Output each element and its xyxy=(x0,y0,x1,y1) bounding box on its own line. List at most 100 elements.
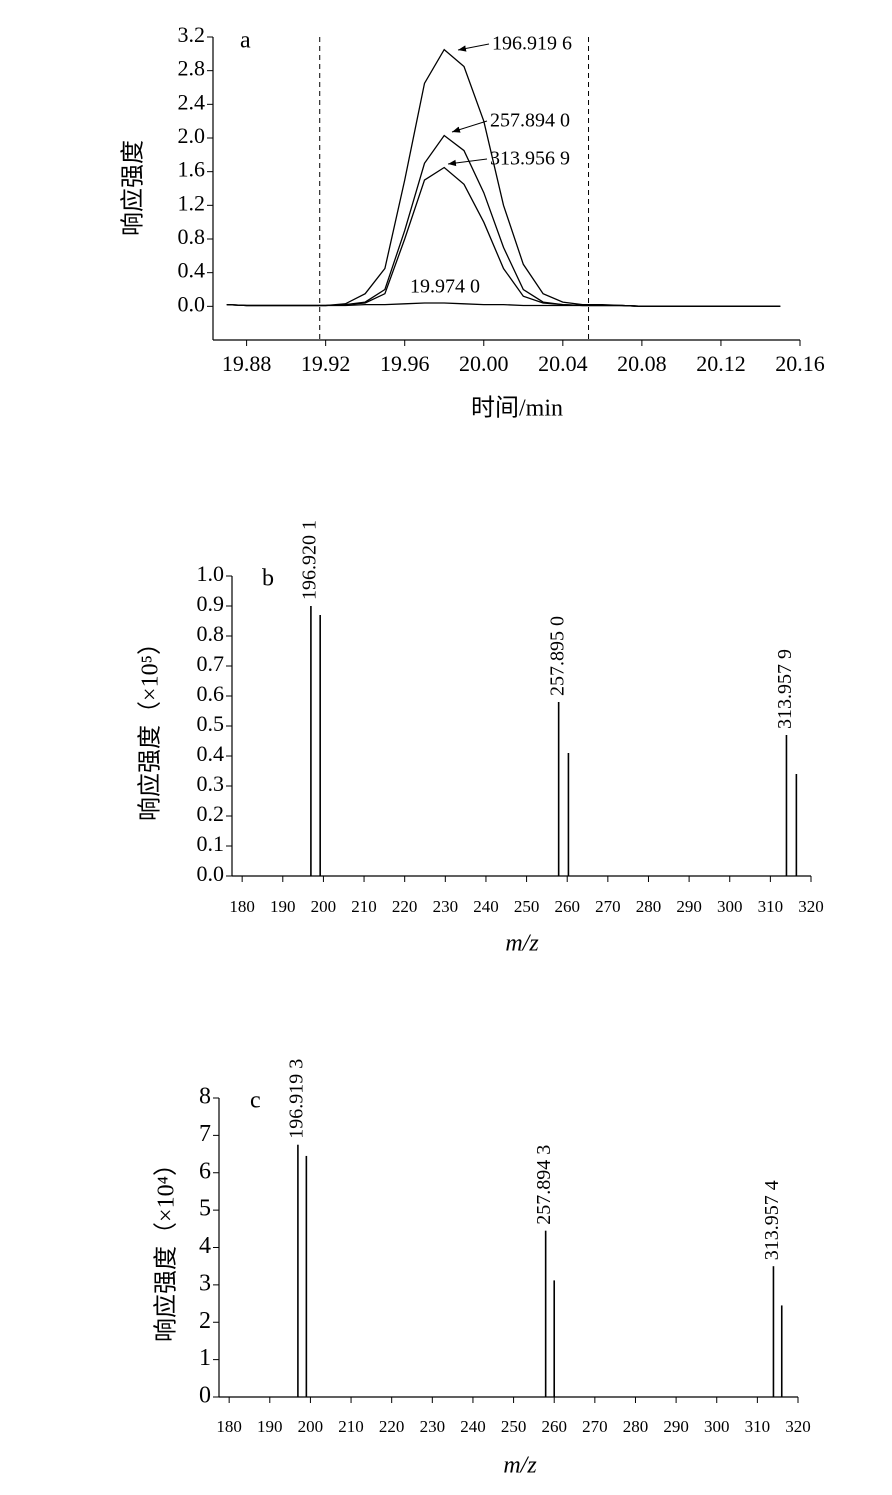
panel-label: b xyxy=(262,566,274,592)
y-tick-label: 0.0 xyxy=(197,861,225,886)
series-label: 313.956 9 xyxy=(490,148,570,170)
peak-label: 313.957 4 xyxy=(761,1180,783,1260)
peak-label: 196.920 1 xyxy=(299,520,321,600)
peak-bar xyxy=(305,1155,308,1397)
x-tick-label: 300 xyxy=(704,1417,730,1436)
x-tick-label: 320 xyxy=(785,1417,811,1436)
y-tick-label: 0.8 xyxy=(178,224,206,249)
y-tick-label: 0.5 xyxy=(197,711,225,736)
x-tick-label: 20.16 xyxy=(775,351,825,376)
y-axis-label: 响应强度（×10⁵） xyxy=(137,631,164,821)
x-tick-label: 200 xyxy=(311,897,337,916)
x-tick-label: 200 xyxy=(298,1417,324,1436)
y-tick-label: 1 xyxy=(199,1345,211,1371)
peak-bar xyxy=(780,1305,783,1397)
x-tick-label: 280 xyxy=(636,897,662,916)
peak-bar xyxy=(795,774,798,876)
series-line xyxy=(226,166,781,307)
series-line xyxy=(226,302,781,307)
x-tick-label: 230 xyxy=(433,897,459,916)
x-tick-label: 310 xyxy=(758,897,784,916)
y-tick-label: 5 xyxy=(199,1196,211,1222)
x-tick-label: 210 xyxy=(338,1417,364,1436)
x-tick-label: 20.00 xyxy=(459,351,509,376)
y-tick-label: 2.8 xyxy=(178,56,206,81)
y-tick-label: 3.2 xyxy=(178,22,206,47)
x-tick-label: 230 xyxy=(420,1417,446,1436)
x-tick-label: 180 xyxy=(229,897,255,916)
label-arrow xyxy=(447,158,488,167)
y-tick-label: 0.0 xyxy=(178,291,206,316)
x-tick-label: 19.88 xyxy=(222,351,272,376)
x-tick-label: 20.08 xyxy=(617,351,667,376)
x-tick-label: 240 xyxy=(460,1417,486,1436)
x-tick-label: 210 xyxy=(351,897,377,916)
panel-label: c xyxy=(250,1088,261,1114)
x-axis-label: m/z xyxy=(503,1453,537,1479)
peak-bar xyxy=(319,615,321,876)
x-tick-label: 190 xyxy=(270,897,296,916)
y-tick-label: 0.1 xyxy=(197,831,225,856)
peak-bar xyxy=(297,1144,299,1397)
peak-label: 196.919 3 xyxy=(285,1059,307,1139)
x-tick-label: 20.12 xyxy=(696,351,746,376)
y-axis-label: 响应强度（×10⁴） xyxy=(153,1152,180,1342)
y-tick-label: 0.3 xyxy=(197,771,225,796)
y-tick-label: 0.7 xyxy=(197,651,225,676)
y-tick-label: 0.4 xyxy=(197,741,225,766)
x-tick-label: 20.04 xyxy=(538,351,588,376)
y-tick-label: 7 xyxy=(199,1121,211,1147)
series-label: 196.919 6 xyxy=(492,33,572,55)
y-tick-label: 1.2 xyxy=(178,190,206,215)
x-tick-label: 280 xyxy=(623,1417,649,1436)
x-tick-label: 300 xyxy=(717,897,743,916)
x-tick-label: 260 xyxy=(541,1417,567,1436)
x-tick-label: 290 xyxy=(663,1417,689,1436)
y-tick-label: 0 xyxy=(199,1383,211,1409)
x-tick-label: 190 xyxy=(257,1417,283,1436)
x-tick-label: 260 xyxy=(554,897,580,916)
y-tick-label: 1.6 xyxy=(178,157,206,182)
y-tick-label: 3 xyxy=(199,1270,211,1296)
x-axis-label: m/z xyxy=(505,931,539,957)
x-axis-label: 时间/min xyxy=(471,395,563,422)
y-tick-label: 0.9 xyxy=(197,591,225,616)
peak-bar xyxy=(557,702,560,876)
label-arrow xyxy=(457,43,490,52)
x-tick-label: 270 xyxy=(595,897,621,916)
y-tick-label: 0.4 xyxy=(178,258,206,283)
peak-bar xyxy=(785,735,788,876)
x-tick-label: 220 xyxy=(379,1417,405,1436)
y-tick-label: 2.0 xyxy=(178,123,206,148)
y-tick-label: 4 xyxy=(199,1233,211,1259)
y-tick-label: 2.4 xyxy=(178,89,206,114)
peak-bar xyxy=(310,606,312,876)
label-arrow xyxy=(451,120,488,133)
x-tick-label: 240 xyxy=(473,897,499,916)
peak-label: 313.957 9 xyxy=(774,649,796,729)
y-tick-label: 1.0 xyxy=(197,561,225,586)
y-tick-label: 0.2 xyxy=(197,801,225,826)
x-tick-label: 250 xyxy=(514,897,540,916)
x-tick-label: 180 xyxy=(216,1417,242,1436)
series-label: 19.974 0 xyxy=(410,276,480,298)
y-tick-label: 0.6 xyxy=(197,681,225,706)
x-tick-label: 290 xyxy=(676,897,702,916)
x-tick-label: 270 xyxy=(582,1417,608,1436)
y-tick-label: 0.8 xyxy=(197,621,225,646)
panel-label: a xyxy=(240,28,251,54)
peak-bar xyxy=(544,1230,547,1397)
peak-bar xyxy=(772,1266,775,1397)
x-tick-label: 19.92 xyxy=(301,351,351,376)
y-axis-label: 响应强度 xyxy=(120,140,147,236)
x-tick-label: 310 xyxy=(745,1417,771,1436)
x-tick-label: 320 xyxy=(798,897,824,916)
peak-label: 257.895 0 xyxy=(546,616,568,696)
x-tick-label: 220 xyxy=(392,897,418,916)
y-tick-label: 2 xyxy=(199,1308,211,1334)
peak-bar xyxy=(567,753,570,876)
y-tick-label: 6 xyxy=(199,1158,211,1184)
y-tick-label: 8 xyxy=(199,1084,211,1110)
x-tick-label: 19.96 xyxy=(380,351,430,376)
